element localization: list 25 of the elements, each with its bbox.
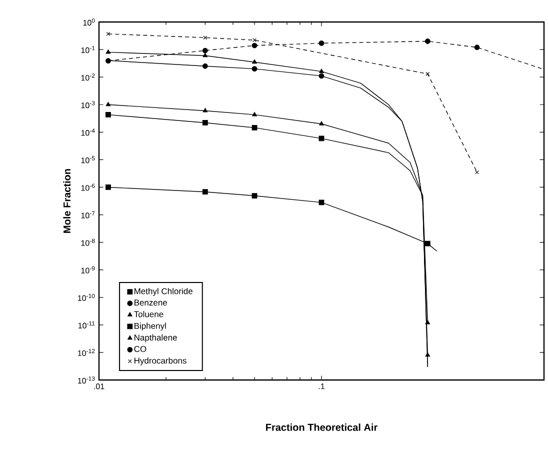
legend-label: Toluene xyxy=(134,310,164,318)
y-tick-label: 10$^{-6}$ xyxy=(81,184,95,191)
y-tick-label: 10$^{-5}$ xyxy=(81,156,95,164)
x-tick-label: .01 xyxy=(94,384,104,390)
y-tick-label: 10$^{-3}$ xyxy=(81,101,95,108)
y-tick-label: 10$^{-7}$ xyxy=(81,211,95,218)
y-tick-label: 10$^{-4}$ xyxy=(81,128,95,136)
x-axis-title: Fraction Theoretical Air xyxy=(266,424,378,431)
y-tick-label: 10$^{-11}$ xyxy=(78,321,95,328)
y-tick-label: 10$^{-2}$ xyxy=(81,74,95,81)
y-tick-label: 10$^{-8}$ xyxy=(81,238,95,246)
y-tick-label: 10$^{0}$ xyxy=(83,18,95,26)
legend-label: Hydrocarbons xyxy=(134,357,186,366)
y-axis-title: Mole Fraction xyxy=(63,169,71,233)
legend-label: Biphenyl xyxy=(134,322,166,331)
y-tick-label: 10$^{-12}$ xyxy=(78,348,95,356)
y-tick-label: 10$^{-1}$ xyxy=(81,46,95,54)
y-tick-label: 10$^{-10}$ xyxy=(78,294,95,301)
legend-label: Benzene xyxy=(134,300,167,306)
y-tick-label: 10$^{-9}$ xyxy=(81,266,95,274)
legend-label: Methyl Chloride xyxy=(134,288,192,296)
legend-label: CO xyxy=(134,346,146,352)
x-tick-label: .1 xyxy=(318,384,324,390)
y-tick-label: 10$^{-13}$ xyxy=(78,376,95,384)
legend-label: Napthalene xyxy=(134,334,177,342)
